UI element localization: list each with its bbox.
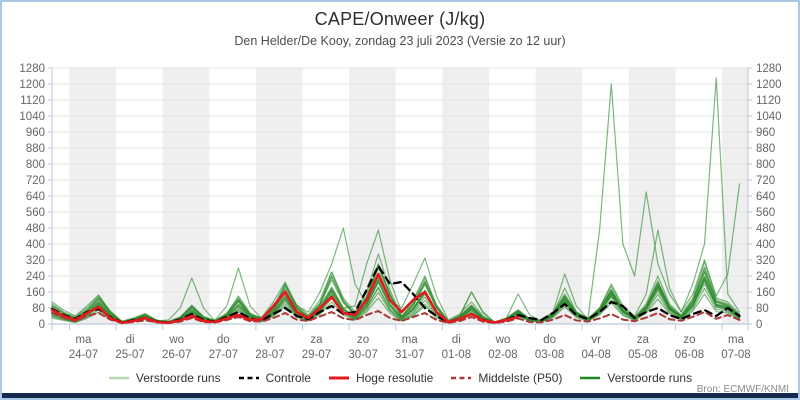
- svg-text:vr: vr: [591, 334, 601, 346]
- svg-text:80: 80: [32, 303, 45, 315]
- svg-text:za: za: [310, 334, 323, 346]
- svg-text:800: 800: [26, 159, 45, 171]
- svg-text:do: do: [543, 334, 556, 346]
- svg-text:720: 720: [756, 175, 775, 187]
- bottom-accent-bar: [2, 393, 798, 398]
- svg-text:640: 640: [756, 191, 775, 203]
- svg-text:05-08: 05-08: [628, 349, 657, 361]
- svg-text:vr: vr: [265, 334, 275, 346]
- svg-text:ma: ma: [728, 334, 745, 346]
- dashed-line-swatch-icon: [451, 376, 472, 380]
- line-swatch-icon: [580, 376, 601, 380]
- legend-label: Verstoorde runs: [135, 371, 221, 385]
- legend-item-controle: Controle: [238, 371, 311, 385]
- svg-text:1120: 1120: [20, 95, 45, 107]
- dashed-line-swatch-icon: [238, 376, 259, 380]
- svg-text:1200: 1200: [756, 79, 782, 91]
- legend-item-middelste-p50: Middelste (P50): [450, 371, 562, 385]
- svg-text:03-08: 03-08: [535, 349, 564, 361]
- svg-text:24-07: 24-07: [69, 349, 98, 361]
- svg-text:31-07: 31-07: [395, 349, 424, 361]
- legend-label: Middelste (P50): [478, 371, 563, 385]
- svg-text:560: 560: [756, 207, 775, 219]
- svg-text:240: 240: [26, 271, 45, 283]
- svg-text:29-07: 29-07: [302, 349, 331, 361]
- svg-text:320: 320: [26, 255, 45, 267]
- legend-item-verstoorde-runs-dark: Verstoorde runs: [579, 371, 692, 385]
- svg-text:1040: 1040: [756, 111, 782, 123]
- svg-text:160: 160: [26, 287, 45, 299]
- svg-text:960: 960: [756, 127, 775, 139]
- svg-text:zo: zo: [683, 334, 695, 346]
- svg-text:400: 400: [756, 239, 775, 251]
- svg-text:ma: ma: [76, 334, 93, 346]
- line-swatch-icon: [108, 376, 129, 380]
- legend-item-hoge-resolutie: Hoge resolutie: [328, 371, 433, 385]
- svg-text:zo: zo: [357, 334, 369, 346]
- svg-text:di: di: [126, 334, 135, 346]
- svg-text:480: 480: [756, 223, 775, 235]
- svg-text:wo: wo: [168, 334, 184, 346]
- svg-text:07-08: 07-08: [721, 349, 750, 361]
- svg-text:0: 0: [756, 319, 762, 331]
- svg-text:720: 720: [26, 175, 45, 187]
- chart-subtitle: Den Helder/De Kooy, zondag 23 juli 2023 …: [234, 34, 566, 48]
- svg-text:26-07: 26-07: [162, 349, 191, 361]
- svg-text:1040: 1040: [19, 111, 45, 123]
- svg-text:25-07: 25-07: [115, 349, 144, 361]
- svg-text:06-08: 06-08: [675, 349, 704, 361]
- chart-legend: Verstoorde runs Controle Hoge resolutie …: [2, 371, 798, 385]
- svg-text:wo: wo: [495, 334, 511, 346]
- svg-text:ma: ma: [402, 334, 419, 346]
- svg-text:1280: 1280: [19, 63, 45, 75]
- svg-text:400: 400: [26, 239, 45, 251]
- svg-text:04-08: 04-08: [581, 349, 610, 361]
- legend-label: Verstoorde runs: [607, 371, 693, 385]
- svg-text:160: 160: [756, 287, 775, 299]
- svg-text:560: 560: [26, 207, 45, 219]
- chart-title: CAPE/Onweer (J/kg): [314, 9, 486, 29]
- source-credit: Bron: ECMWF/KNMI: [696, 384, 789, 395]
- legend-label: Hoge resolutie: [355, 371, 434, 385]
- svg-text:01-08: 01-08: [442, 349, 471, 361]
- svg-text:27-07: 27-07: [209, 349, 238, 361]
- svg-text:960: 960: [26, 127, 45, 139]
- svg-text:880: 880: [26, 143, 45, 155]
- svg-text:1280: 1280: [756, 63, 782, 75]
- legend-item-verstoorde-runs-light: Verstoorde runs: [108, 371, 221, 385]
- svg-text:1200: 1200: [19, 79, 45, 91]
- svg-text:28-07: 28-07: [255, 349, 284, 361]
- svg-text:di: di: [452, 334, 461, 346]
- legend-label: Controle: [265, 371, 311, 385]
- svg-text:do: do: [217, 334, 230, 346]
- svg-text:30-07: 30-07: [348, 349, 377, 361]
- svg-text:1120: 1120: [756, 95, 781, 107]
- svg-text:240: 240: [756, 271, 775, 283]
- svg-text:640: 640: [26, 191, 45, 203]
- line-swatch-icon: [328, 376, 349, 380]
- svg-text:880: 880: [756, 143, 775, 155]
- svg-text:480: 480: [26, 223, 45, 235]
- svg-text:80: 80: [756, 303, 769, 315]
- svg-text:0: 0: [39, 319, 45, 331]
- svg-text:za: za: [637, 334, 650, 346]
- svg-text:320: 320: [756, 255, 775, 267]
- svg-text:800: 800: [756, 159, 775, 171]
- svg-text:02-08: 02-08: [488, 349, 517, 361]
